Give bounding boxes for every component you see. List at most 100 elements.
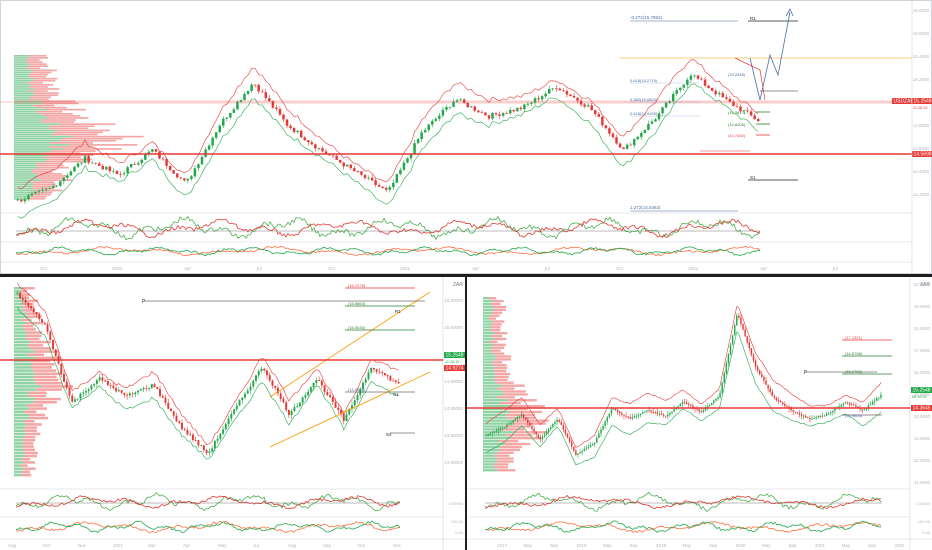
bl-time-label: Aug [288,543,297,548]
top-candle [200,156,204,165]
br-candle [756,366,759,371]
br-vp-bar-down [491,323,502,326]
br-candle [493,431,496,433]
top-candle [519,107,523,110]
top-candle [289,125,292,129]
top-vp-bar-down [40,113,73,115]
br-vp-bar-up [483,419,513,422]
bl-vp-bar-down [33,375,57,379]
br-vp-bar-up [483,326,491,329]
top-candle [360,171,363,175]
top-candle [572,95,576,98]
br-vp-bar-down [512,431,550,434]
br-candle [690,404,692,406]
br-vp-bar-up [483,375,495,379]
br-candle [656,412,659,414]
br-candle [637,414,640,416]
br-vp-bar-down [506,416,536,419]
br-vp-bar-up [483,297,489,300]
br-candle [740,317,742,325]
br-vp-bar-up [483,390,503,393]
top-candle [225,117,229,119]
bottom-right-chart-pane[interactable]: ZAR 20.0000 19.0000 18.0000 17.0000 16.0000 15… [467,277,932,550]
top-price-badge: 15.2548 [914,99,932,105]
top-candle [470,106,473,108]
br-candle [798,413,801,415]
br-vp-bar-down [491,311,503,314]
top-vp-bar-down [43,102,79,105]
bl-candle [353,400,356,406]
top-candle [484,112,487,116]
top-candle [377,184,381,187]
top-candle [59,181,62,186]
br-candle [844,402,847,404]
br-candle [575,450,577,455]
br-upper-band [485,305,882,448]
top-candle [374,180,377,185]
br-time-label: May [683,543,692,548]
top-vp-bar-down [29,73,49,76]
top-candle [406,158,409,163]
br-vp-bar-down [493,308,506,311]
top-vp-bar-down [27,81,43,84]
bl-candle [32,308,35,313]
bottom-left-chart-pane[interactable]: ZAR16.0000015.5000015.0000014.5000014.00… [0,277,465,550]
br-candle [777,400,780,401]
top-vp-bar-down [57,129,110,132]
top-candle [721,93,725,98]
top-candle [753,115,756,120]
top-vp-bar-up [14,121,42,123]
top-vp-bar-down [51,133,98,136]
bl-vp-bar-up [14,302,23,306]
top-candle [594,110,597,115]
bl-candle [351,405,353,409]
top-vp-bar-up [14,113,41,115]
top-candle [381,186,384,188]
br-candle [880,394,882,398]
top-candle [558,88,562,91]
top-candle [335,155,338,160]
br-candle [792,410,794,412]
bl-candle [263,368,266,371]
br-vp-bar-up [483,369,494,373]
br-candle [485,435,487,437]
bl-candle [49,331,52,341]
br-candle [587,447,590,449]
br-vp-bar-down [501,428,525,431]
br-vp-bar-down [494,375,509,379]
br-price-badge: 15.2548 [913,388,931,394]
top-candle [530,102,533,104]
top-candle [650,121,654,124]
br-candle [813,418,815,419]
br-level-badge-bg [911,405,932,411]
bl-vp-bar-up [14,344,28,347]
bl-candle [370,367,373,373]
bl-vp-bar-down [26,315,42,319]
br-vp-bar-down [496,381,514,384]
bl-candle [21,298,24,300]
br-candle [692,405,694,408]
top-candle [190,176,193,179]
bl-vp-bar-up [14,464,21,467]
bl-vp-bar-down [27,353,45,357]
top-candle [636,136,640,140]
br-time-label: 2019 [656,543,667,548]
top-candle [505,113,508,114]
top-candle [749,111,753,116]
top-vp-bar-up [14,104,33,107]
br-candle [750,348,753,355]
br-candle [591,444,594,446]
top-candle [299,130,303,138]
top-chart-svg[interactable]: 15.800015.600015.400015.200015.000014.80… [0,0,932,274]
top-candle [477,110,480,113]
bl-vp-bar-up [14,372,36,376]
bl-osc-axis-label: 0.00000 [449,501,464,506]
top-vp-bar-up [14,79,33,82]
top-candle [689,75,693,80]
br-candle [731,335,734,345]
top-vp-bar-up [14,63,29,65]
bl-candle [293,407,296,412]
top-chart-pane[interactable]: 15.800015.600015.400015.200015.000014.80… [0,0,932,274]
bottom-left-chart-svg[interactable]: ZAR16.0000015.5000015.0000014.5000014.00… [0,277,465,550]
